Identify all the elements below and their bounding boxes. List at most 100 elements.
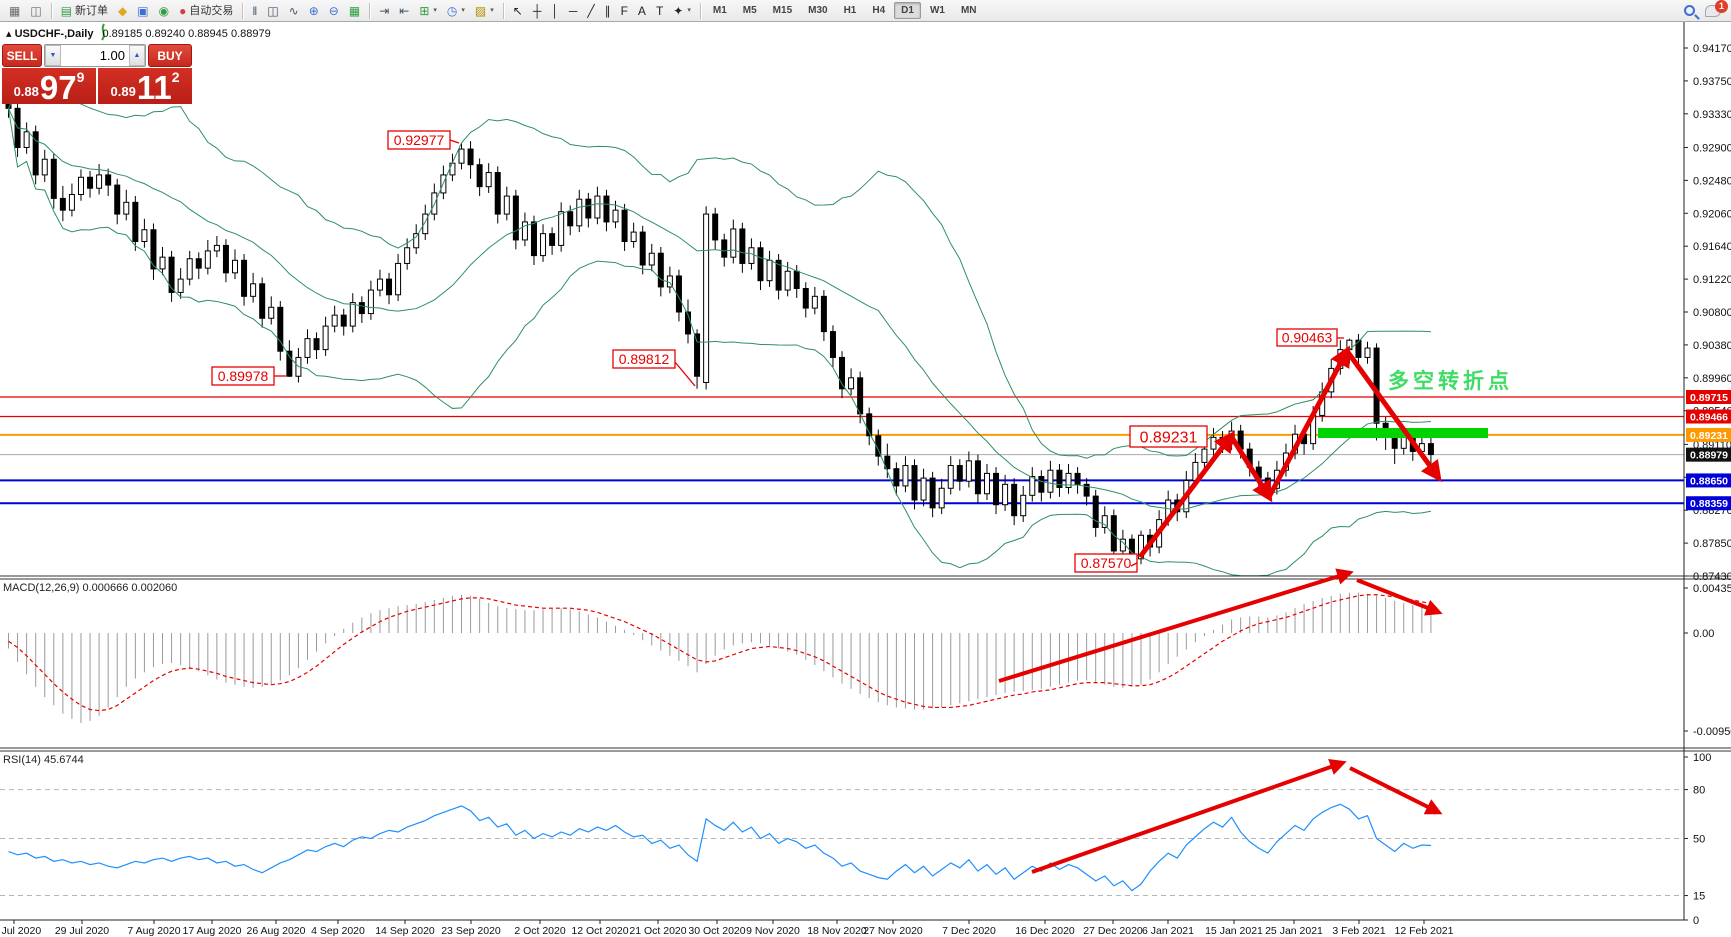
candle-body — [784, 270, 791, 291]
line-chart-icon[interactable]: ∿ — [284, 2, 304, 20]
hline-icon[interactable]: ─ — [564, 2, 583, 20]
date-tick-label: 15 Jan 2021 — [1205, 925, 1263, 937]
tile-windows-icon[interactable]: ▦ — [344, 2, 365, 20]
price-chip-label: 0.88650 — [1690, 475, 1728, 487]
periods-icon[interactable]: ◷ ▾ — [442, 2, 470, 20]
price-tick-label: 0.87850 — [1693, 538, 1731, 550]
candle-body — [150, 229, 157, 270]
zoom-in-icon[interactable]: ⊕ — [304, 2, 324, 20]
candlestick-icon[interactable]: ◫ — [262, 2, 283, 20]
candle-body — [911, 465, 918, 501]
trendline-icon[interactable]: ╱ — [582, 2, 599, 20]
volume-decrease-button[interactable]: ▼ — [45, 45, 61, 66]
candle-body — [1264, 477, 1271, 489]
rsi-trend-arrow — [1349, 766, 1443, 815]
candle-body — [956, 465, 963, 482]
quotes-icon[interactable]: ◆ — [113, 2, 132, 20]
buy-button[interactable]: BUY — [148, 44, 192, 67]
timeframe-mn[interactable]: MN — [960, 5, 977, 16]
candle-body — [739, 228, 746, 264]
date-tick-label: 16 Dec 2020 — [1015, 925, 1075, 937]
channel-icon[interactable]: ∥ — [600, 2, 616, 20]
timeframe-m1[interactable]: M1 — [712, 5, 727, 16]
market-watch-icon[interactable]: ▣ — [132, 2, 153, 20]
candlestick-icon: ◫ — [267, 3, 279, 18]
candle-body — [585, 198, 592, 219]
rsi-axis-label: 80 — [1693, 785, 1705, 797]
fibonacci-icon[interactable]: F — [616, 2, 633, 20]
price-chip-label: 0.89715 — [1690, 392, 1728, 404]
bollinger-lower-band — [8, 108, 1432, 577]
search-icon[interactable] — [1684, 5, 1695, 16]
auto-scroll-icon[interactable]: ⇥ — [374, 2, 394, 20]
label-icon[interactable]: T — [651, 2, 668, 20]
new-chart-icon[interactable]: ▦ — [4, 2, 25, 20]
indicators-icon-dropdown-caret[interactable]: ▾ — [433, 6, 437, 14]
indicators-icon[interactable]: ⊞ ▾ — [414, 2, 442, 20]
cursor-icon[interactable]: ↖ — [508, 2, 528, 20]
candle-body — [1427, 443, 1434, 456]
rsi-label: RSI(14) 45.6744 — [3, 754, 84, 766]
date-tick-label: 17 Aug 2020 — [183, 925, 242, 937]
price-chip — [1686, 427, 1731, 442]
candle-body — [983, 472, 990, 495]
turning-point-annotation: 多空转折点 — [1388, 369, 1513, 393]
timeframe-h1[interactable]: H1 — [843, 5, 857, 16]
autotrading-icon: ● — [179, 3, 187, 18]
timeframe-m15[interactable]: M15 — [772, 5, 793, 16]
candle-body — [648, 252, 655, 266]
date-tick-label: 4 Sep 2020 — [311, 925, 365, 937]
sell-price-box[interactable]: 0.88 97 9 — [2, 68, 96, 104]
text-icon[interactable]: A — [633, 2, 651, 20]
chat-icon[interactable]: 1 — [1705, 0, 1728, 17]
buy-price-box[interactable]: 0.89 11 2 — [98, 68, 192, 104]
price-annotation-text: 0.89231 — [1140, 429, 1198, 446]
bar-chart-icon[interactable]: ‖ — [247, 2, 262, 20]
volume-input[interactable] — [61, 48, 129, 63]
autotrading-button[interactable]: ● 自动交易 — [174, 2, 238, 20]
sell-button[interactable]: SELL — [2, 44, 42, 67]
main-toolbar: ▦ ◫ ▤ 新订单 ◆ ▣ ◉ ● 自动交易 ‖ ◫ ∿ ⊕ ⊖ ▦ ⇥ ⇤ ⊞ ▾ ◷ ▾ ▨ ▾ ↖ ┼ │ ─ ╱ ∥ F A T ✦ ▾ … — [0, 0, 1731, 22]
periods-icon-dropdown-caret[interactable]: ▾ — [461, 6, 465, 14]
profiles-icon: ◫ — [30, 3, 42, 18]
candle-body — [141, 229, 148, 242]
arrows-icon: ✦ — [673, 3, 684, 18]
candle-body — [558, 211, 565, 246]
candle-body — [268, 306, 275, 319]
timeframe-m5[interactable]: M5 — [742, 5, 757, 16]
candle-body — [567, 211, 574, 227]
candle-body — [839, 356, 846, 390]
crosshair-icon[interactable]: ┼ — [528, 2, 547, 20]
new-chart-icon: ▦ — [9, 3, 21, 18]
profiles-icon[interactable]: ◫ — [25, 2, 46, 20]
timeframe-d1[interactable]: D1 — [894, 2, 921, 19]
new-order-button[interactable]: ▤ 新订单 — [56, 2, 113, 20]
templates-icon[interactable]: ▨ ▾ — [470, 2, 499, 20]
templates-icon-dropdown-caret[interactable]: ▾ — [490, 6, 494, 14]
timeframe-w1[interactable]: W1 — [929, 5, 945, 16]
candle-body — [757, 247, 764, 282]
timeframe-h4[interactable]: H4 — [872, 5, 886, 16]
price-annotation-tick — [674, 361, 696, 387]
volume-increase-button[interactable]: ▲ — [129, 45, 145, 66]
auto-scroll-icon: ⇥ — [379, 3, 390, 18]
signals-icon[interactable]: ◉ — [154, 2, 174, 20]
chart-shift-icon[interactable]: ⇤ — [394, 2, 414, 20]
arrows-icon-dropdown-caret[interactable]: ▾ — [687, 6, 691, 14]
candle-body — [1074, 472, 1081, 485]
zoom-out-icon[interactable]: ⊖ — [324, 2, 344, 20]
date-tick-label: 29 Jul 2020 — [55, 925, 109, 937]
timeframe-m30[interactable]: M30 — [808, 5, 828, 16]
rsi-axis-label: 15 — [1693, 891, 1705, 903]
arrows-icon[interactable]: ✦ ▾ — [668, 2, 696, 20]
date-tick-label: 20 Jul 2020 — [0, 925, 41, 937]
toolbar-separator — [50, 2, 52, 19]
candle-body — [920, 477, 927, 501]
vline-icon[interactable]: │ — [546, 2, 564, 20]
sell-price-small: 0.88 — [13, 84, 39, 99]
candle-body — [630, 231, 637, 242]
price-annotation-box — [1129, 425, 1208, 448]
price-tick-label: 0.92060 — [1693, 208, 1731, 220]
